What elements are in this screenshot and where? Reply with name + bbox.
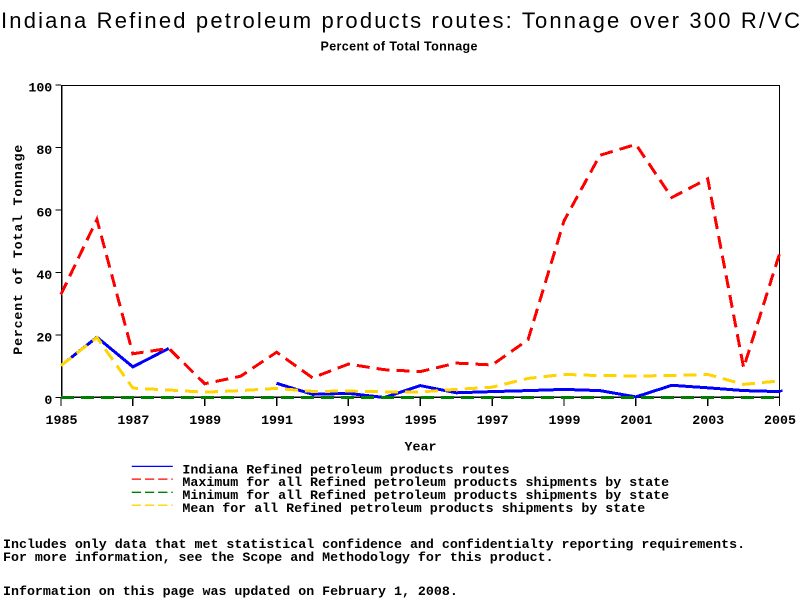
- svg-text:Minimum for all Refined petrol: Minimum for all Refined petroleum produc…: [182, 488, 669, 503]
- svg-text:1989: 1989: [189, 413, 221, 428]
- svg-text:Indiana Refined petroleum prod: Indiana Refined petroleum products route…: [182, 462, 509, 477]
- svg-text:2001: 2001: [620, 413, 652, 428]
- svg-text:Maximum for all Refined petrol: Maximum for all Refined petroleum produc…: [182, 475, 669, 490]
- svg-text:1997: 1997: [477, 413, 509, 428]
- svg-text:1999: 1999: [549, 413, 581, 428]
- svg-text:Percent of Total Tonnage: Percent of Total Tonnage: [321, 40, 478, 54]
- svg-text:1991: 1991: [261, 413, 293, 428]
- svg-text:60: 60: [36, 205, 52, 220]
- svg-text:Percent of Total Tonnage: Percent of Total Tonnage: [11, 144, 26, 355]
- svg-text:100: 100: [28, 80, 52, 95]
- svg-text:40: 40: [36, 268, 52, 283]
- svg-text:1995: 1995: [405, 413, 437, 428]
- svg-text:20: 20: [36, 330, 52, 345]
- svg-text:1987: 1987: [117, 413, 149, 428]
- svg-text:For more information, see the: For more information, see the Scope and …: [3, 550, 554, 565]
- svg-text:2005: 2005: [764, 413, 796, 428]
- svg-text:1985: 1985: [46, 413, 78, 428]
- svg-text:0: 0: [44, 393, 52, 408]
- svg-text:Includes only data that met st: Includes only data that met statistical …: [3, 537, 745, 552]
- svg-text:80: 80: [36, 143, 52, 158]
- svg-text:Mean for all Refined petroleum: Mean for all Refined petroleum products …: [182, 501, 645, 516]
- svg-text:Information on this page was u: Information on this page was updated on …: [3, 584, 458, 599]
- svg-text:Year: Year: [405, 440, 437, 455]
- svg-text:1993: 1993: [333, 413, 365, 428]
- svg-text:2003: 2003: [692, 413, 724, 428]
